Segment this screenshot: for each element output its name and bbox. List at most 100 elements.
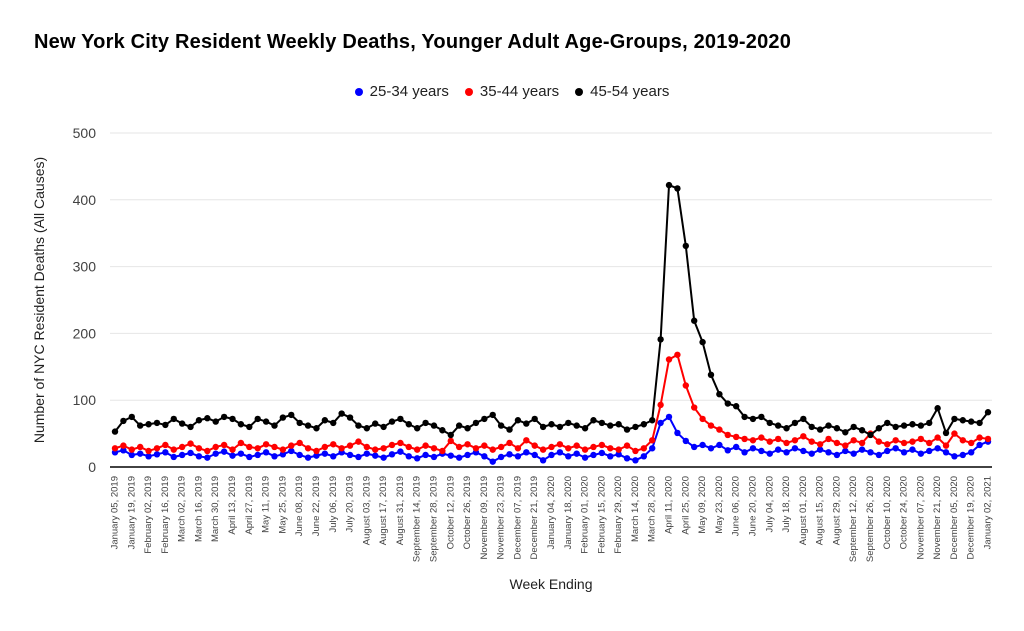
data-point-45-54-years (447, 431, 454, 439)
data-point-25-34-years (170, 453, 177, 461)
data-point-35-44-years (968, 439, 975, 447)
data-point-45-54-years (296, 419, 303, 427)
data-point-25-34-years (850, 450, 857, 457)
data-point-45-54-years (472, 419, 480, 427)
data-point-25-34-years (791, 445, 799, 452)
data-point-45-54-years (439, 427, 446, 434)
x-tick-label: May 23, 2020 (714, 476, 725, 534)
data-point-45-54-years (758, 413, 765, 421)
data-point-35-44-years (942, 442, 950, 449)
data-point-45-54-years (246, 423, 253, 431)
data-point-35-44-years (497, 443, 505, 451)
data-point-45-54-years (791, 419, 799, 427)
data-point-35-44-years (615, 446, 622, 453)
data-point-35-44-years (691, 404, 698, 411)
x-tick-label: November 21, 2020 (932, 476, 943, 559)
data-point-35-44-years (372, 446, 379, 453)
data-point-25-34-years (674, 429, 681, 437)
x-tick-label: November 23, 2019 (496, 476, 507, 559)
x-tick-label: January 18, 2020 (563, 476, 574, 549)
data-point-35-44-years (783, 439, 790, 447)
data-point-45-54-years (489, 411, 496, 419)
data-point-35-44-years (640, 445, 648, 452)
data-point-45-54-years (120, 417, 127, 425)
data-point-25-34-years (632, 457, 639, 464)
data-point-35-44-years (707, 422, 715, 429)
data-point-35-44-years (682, 382, 690, 389)
x-tick-label: April 11, 2020 (664, 476, 675, 534)
data-point-25-34-years (556, 449, 564, 456)
x-tick-label: August 15, 2020 (815, 476, 826, 545)
data-point-45-54-years (573, 422, 580, 429)
x-tick-label: June 20, 2020 (747, 476, 758, 536)
legend-dot-icon (464, 87, 473, 96)
x-tick-label: March 14, 2020 (630, 476, 641, 542)
data-point-35-44-years (120, 442, 127, 449)
data-point-45-54-years (632, 423, 639, 431)
data-point-25-34-years (842, 447, 849, 455)
x-tick-label: July 06, 2019 (328, 476, 339, 533)
data-point-45-54-years (195, 417, 203, 424)
data-point-35-44-years (246, 443, 253, 451)
data-point-25-34-years (128, 451, 135, 459)
y-tick-label: 100 (73, 392, 97, 408)
data-point-25-34-years (178, 451, 186, 459)
data-point-25-34-years (926, 447, 933, 455)
data-point-35-44-years (917, 435, 925, 443)
data-point-45-54-years (884, 419, 891, 427)
x-tick-label: May 11, 2019 (261, 476, 272, 533)
data-point-45-54-years (254, 415, 261, 423)
data-point-35-44-years (271, 443, 278, 451)
data-point-35-44-years (951, 430, 958, 437)
chart-title: New York City Resident Weekly Deaths, Yo… (34, 31, 792, 53)
data-point-45-54-years (338, 410, 345, 417)
y-tick-label: 0 (88, 459, 96, 475)
data-point-45-54-years (858, 427, 866, 434)
y-tick-label: 300 (73, 259, 97, 275)
series-line-35-44-years (114, 353, 989, 452)
data-point-25-34-years (405, 453, 412, 460)
x-tick-label: August 29, 2020 (831, 476, 842, 545)
x-tick-label: August 01, 2020 (798, 476, 809, 545)
x-tick-label: May 09, 2020 (697, 476, 708, 534)
data-point-45-54-years (623, 426, 631, 433)
data-point-45-54-years (598, 419, 606, 427)
data-point-25-34-years (229, 452, 236, 459)
data-point-25-34-years (481, 453, 488, 460)
data-point-25-34-years (732, 443, 740, 451)
data-point-35-44-years (816, 441, 824, 448)
data-point-35-44-years (800, 433, 807, 440)
data-point-45-54-years (145, 421, 152, 428)
data-point-35-44-years (758, 434, 765, 441)
data-point-45-54-years (153, 419, 161, 427)
y-tick-label: 500 (73, 125, 97, 141)
data-point-45-54-years (514, 417, 522, 424)
data-point-25-34-years (497, 453, 505, 461)
data-point-35-44-years (229, 446, 236, 453)
data-point-45-54-years (674, 185, 681, 192)
data-point-45-54-years (556, 423, 564, 431)
data-point-25-34-years (649, 445, 656, 452)
data-point-35-44-years (212, 443, 219, 451)
data-point-45-54-years (548, 421, 555, 428)
data-point-35-44-years (481, 442, 488, 449)
x-tick-label: March 28, 2020 (647, 476, 658, 542)
grid-layer (110, 132, 992, 468)
data-point-35-44-years (514, 445, 522, 452)
data-point-25-34-years (397, 448, 404, 455)
x-tick-label: April 25, 2020 (680, 476, 691, 535)
x-tick-label: May 25, 2019 (277, 476, 288, 534)
data-point-25-34-years (136, 450, 144, 457)
data-point-35-44-years (900, 439, 908, 447)
data-point-45-54-years (816, 426, 824, 433)
data-point-45-54-years (170, 415, 177, 423)
data-point-45-54-years (951, 415, 958, 423)
data-point-25-34-years (716, 441, 723, 449)
data-point-35-44-years (607, 445, 614, 452)
data-point-45-54-years (178, 420, 186, 427)
data-point-25-34-years (372, 452, 379, 459)
data-point-45-54-years (800, 415, 807, 423)
legend-dot-icon (354, 87, 363, 96)
data-point-35-44-years (330, 441, 337, 448)
